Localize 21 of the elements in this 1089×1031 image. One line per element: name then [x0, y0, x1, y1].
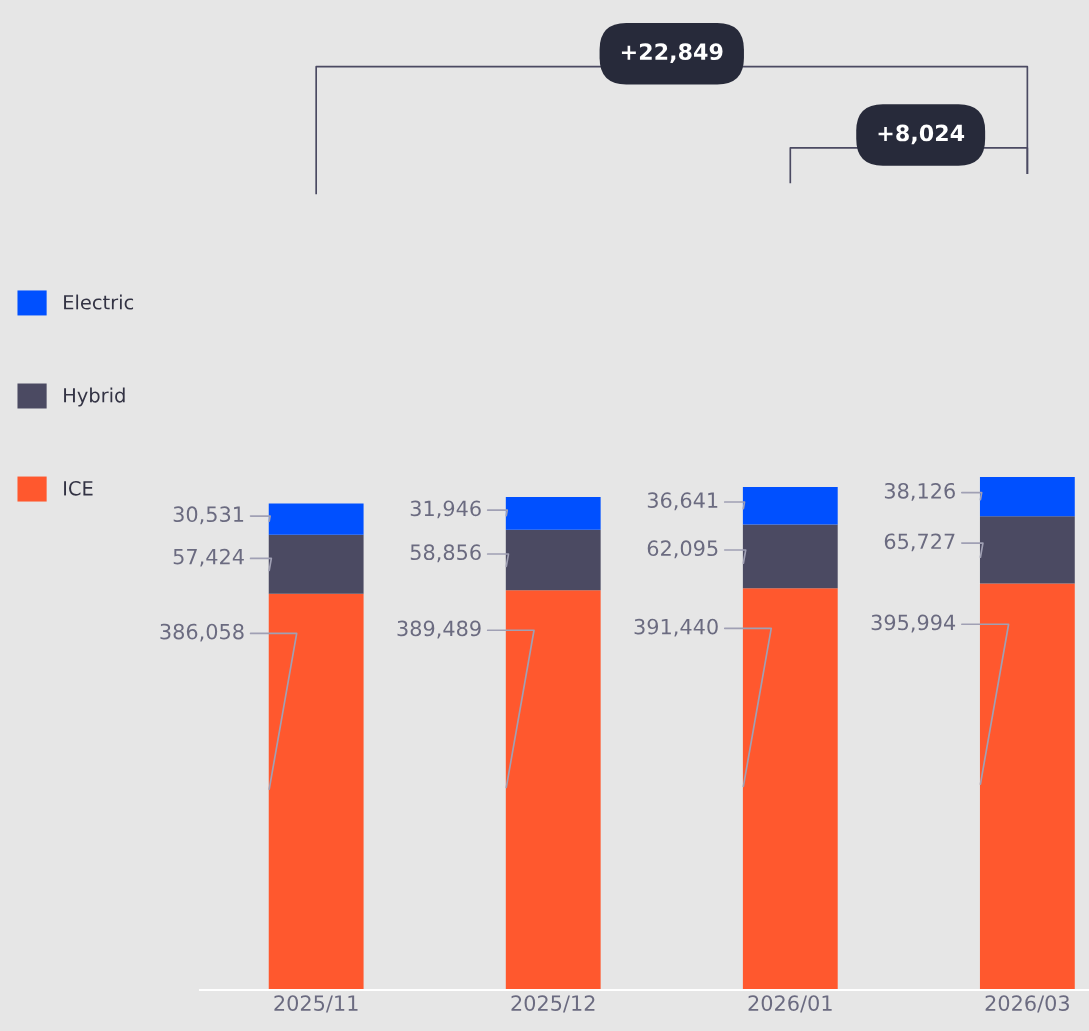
- text: +22,849: [621, 43, 723, 63]
- text: +8,024: [878, 124, 965, 145]
- data-label: 30,531: [173, 506, 244, 525]
- data-label: 386,058: [160, 623, 244, 642]
- data-label: 62,095: [647, 540, 718, 559]
- x-tick-label: 2025/11: [274, 995, 358, 1013]
- x-tick-label: 2025/12: [511, 995, 595, 1013]
- x-tick-label: 2026/03: [985, 995, 1069, 1013]
- data-label: 38,126: [884, 482, 955, 501]
- legend-label: Hybrid: [64, 387, 125, 407]
- data-label: 58,856: [410, 544, 481, 563]
- x-tick-label: 2026/01: [748, 995, 832, 1013]
- data-label: 391,440: [634, 618, 718, 637]
- data-label: 389,489: [397, 620, 481, 639]
- legend-label: Electric: [64, 294, 134, 310]
- data-label: 395,994: [871, 614, 956, 633]
- data-label: 36,641: [647, 492, 718, 511]
- data-label: 57,424: [173, 548, 244, 567]
- data-label: 65,727: [884, 533, 955, 552]
- data-label: 31,946: [410, 500, 481, 519]
- legend-label: ICE: [64, 480, 93, 496]
